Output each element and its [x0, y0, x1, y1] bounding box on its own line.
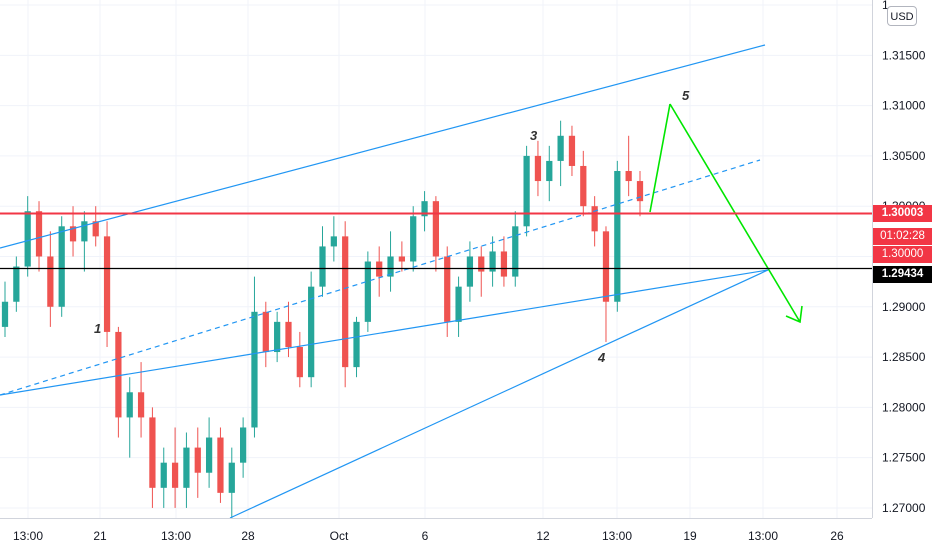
time-tick-label: Oct	[330, 529, 349, 543]
candle-body	[240, 427, 247, 463]
channel-drawings[interactable]	[0, 44, 803, 519]
countdown-tag: 01:02:28	[873, 228, 932, 245]
candle-body	[103, 236, 111, 332]
time-tick-label: 28	[241, 529, 255, 543]
candle-body	[432, 201, 440, 257]
black-line-price-tag: 1.29434	[873, 266, 932, 283]
candle-body	[137, 392, 145, 418]
wave-label-4: 4	[597, 350, 606, 365]
price-tick-label: 1.28000	[882, 400, 926, 414]
time-tick-label: 13:00	[602, 529, 632, 543]
candle-body	[81, 221, 88, 242]
candle-body	[228, 462, 235, 493]
candle-body	[251, 311, 258, 428]
time-axis[interactable]: 13:00 21 13:00 28 Oct 6 12 13:00 19 13:00 26	[13, 529, 844, 543]
wave-label-3: 3	[530, 128, 538, 143]
candle-body	[274, 321, 281, 353]
candle-body	[58, 226, 65, 307]
candle-body	[353, 321, 360, 368]
candle-body	[217, 437, 224, 493]
horizontal-lines[interactable]	[0, 212, 872, 270]
candle-body	[398, 256, 405, 262]
channel-lower-line[interactable]	[0, 269, 769, 396]
time-tick-label: 13:00	[748, 529, 778, 543]
channel-upper-line[interactable]	[0, 44, 766, 249]
price-tick-label: 1.30500	[882, 149, 926, 163]
price-tick-label: 1.27500	[882, 451, 926, 465]
channel-lower-line-segment[interactable]	[229, 269, 769, 519]
candle-body	[194, 447, 201, 473]
candle-body	[602, 231, 610, 302]
candle-body	[455, 286, 462, 322]
price-tick-label: 1.	[882, 0, 892, 12]
candle-body	[591, 206, 598, 232]
wave-label-5: 5	[682, 88, 690, 103]
candle-body	[444, 256, 451, 322]
candle-body	[534, 155, 542, 182]
price-axis[interactable]: 1.270001.275001.280001.285001.290001.295…	[882, 0, 926, 515]
price-tick-label: 1.28500	[882, 350, 926, 364]
candle-body	[500, 251, 508, 277]
wave-label-1: 1	[94, 321, 101, 336]
candle-body	[580, 165, 587, 207]
candle-body	[342, 236, 349, 368]
candle-body	[171, 462, 179, 488]
price-tick-label: 1.31500	[882, 48, 926, 62]
channel-middle-line[interactable]	[0, 159, 761, 396]
candle-body	[364, 261, 371, 322]
candle-body	[183, 447, 190, 488]
wave-labels: 1 3 4 5	[94, 88, 690, 365]
candle-body	[126, 392, 133, 418]
projection-arrowhead	[785, 305, 803, 324]
candle-body	[410, 216, 417, 262]
candle-body	[160, 462, 167, 488]
candle-body	[308, 286, 315, 378]
candle-body	[319, 246, 326, 287]
candle-body	[296, 347, 303, 378]
currency-button[interactable]: USD	[887, 6, 917, 26]
candle-body	[512, 226, 519, 277]
candle-body	[1, 301, 9, 327]
candle-body	[285, 321, 292, 348]
candle-body	[13, 266, 20, 302]
time-tick-label: 6	[422, 529, 429, 543]
candle-body	[568, 135, 576, 166]
candle-body	[636, 181, 644, 202]
candle-body	[557, 135, 564, 161]
candle-body	[421, 201, 428, 217]
candle-body	[489, 251, 496, 272]
candle-body	[24, 211, 31, 267]
candle-body	[478, 256, 485, 272]
red-line-price-tag: 1.30003	[873, 205, 932, 222]
candle-body	[523, 155, 530, 227]
time-tick-label: 21	[93, 529, 107, 543]
time-tick-label: 19	[683, 529, 697, 543]
time-tick-label: 12	[536, 529, 550, 543]
candle-body	[35, 211, 43, 257]
candle-body	[546, 160, 553, 182]
price-tick-label: 1.27000	[882, 501, 926, 515]
candle-body	[149, 417, 156, 488]
candlestick-series	[1, 120, 644, 518]
round-price-tag: 1.30000	[873, 246, 932, 263]
time-tick-label: 13:00	[161, 529, 191, 543]
candle-body	[330, 236, 337, 247]
price-tick-label: 1.29000	[882, 300, 926, 314]
candle-body	[92, 221, 99, 237]
candle-body	[387, 256, 394, 277]
projection-arrow-up[interactable]	[649, 103, 671, 213]
candle-body	[625, 170, 632, 182]
time-tick-label: 26	[830, 529, 844, 543]
candle-body	[205, 437, 213, 473]
candle-body	[69, 226, 77, 242]
candle-body	[262, 311, 269, 353]
time-tick-label: 13:00	[13, 529, 43, 543]
candle-body	[115, 331, 122, 418]
candle-body	[614, 170, 621, 302]
price-tick-label: 1.31000	[882, 99, 926, 113]
candle-body	[466, 256, 474, 287]
candle-body	[47, 256, 54, 307]
